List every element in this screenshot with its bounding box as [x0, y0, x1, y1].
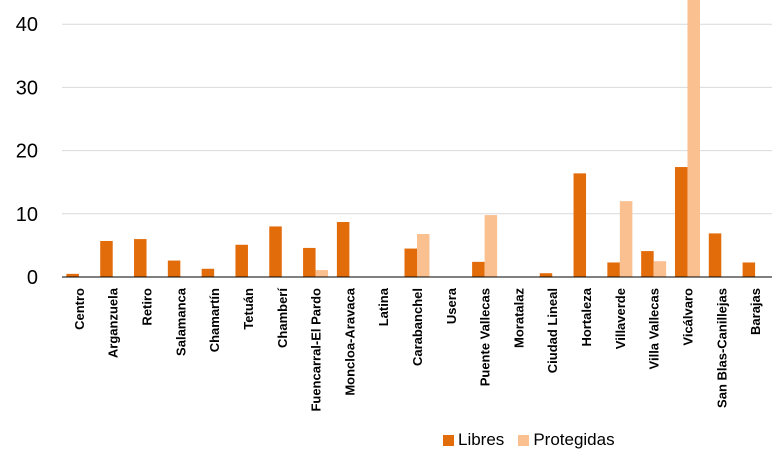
legend-label-protegidas: Protegidas [533, 430, 615, 449]
x-tick-label: Salamanca [173, 287, 188, 356]
bar-libres-15 [573, 173, 587, 277]
x-tick-label: Villa Vallecas [647, 288, 662, 369]
y-tick-label: 30 [16, 77, 38, 99]
x-tick-label: Retiro [140, 288, 155, 326]
legend: Libres Protegidas [443, 430, 629, 450]
bar-libres-2 [134, 239, 147, 277]
bar-libres-14 [539, 273, 553, 277]
x-tick-label: Tetuán [241, 288, 256, 330]
y-tick-label: 0 [27, 267, 38, 289]
bar-libres-12 [472, 261, 485, 277]
x-tick-label: Latina [376, 287, 391, 326]
legend-item-protegidas: Protegidas [518, 430, 615, 450]
x-tick-label: Arganzuela [106, 287, 121, 358]
y-tick-label: 20 [16, 141, 38, 163]
x-tick-label: Hortaleza [579, 287, 594, 346]
y-axis-tick-labels: 0 10 20 30 40 [16, 14, 38, 289]
bar-libres-18 [674, 167, 688, 277]
x-tick-label: San Blas-Canillejas [714, 288, 729, 408]
bar-protegidas-12 [484, 215, 498, 277]
bar-libres-3 [167, 260, 181, 277]
bars [66, 0, 756, 277]
bar-libres-7 [303, 247, 316, 277]
bar-libres-5 [235, 244, 248, 277]
legend-label-libres: Libres [458, 430, 505, 449]
bar-protegidas-10 [417, 234, 430, 277]
legend-swatch-protegidas [518, 434, 530, 446]
bar-libres-1 [100, 240, 113, 277]
legend-item-libres: Libres [443, 430, 504, 450]
x-tick-label: Villaverde [613, 288, 628, 349]
y-tick-label: 40 [16, 14, 38, 36]
bar-protegidas-17 [653, 261, 667, 277]
x-tick-label: Carabanchel [410, 288, 425, 366]
x-tick-label: Moratalaz [511, 288, 526, 348]
bar-libres-8 [336, 222, 350, 277]
bar-libres-4 [201, 268, 215, 277]
x-tick-label: Centro [72, 288, 87, 330]
bar-protegidas-18 [687, 0, 700, 277]
bar-protegidas-7 [315, 270, 329, 277]
x-tick-label: Ciudad Lineal [545, 288, 560, 373]
bar-libres-6 [269, 226, 282, 277]
bar-libres-17 [641, 251, 654, 277]
bar-libres-10 [404, 248, 417, 277]
x-axis-tick-labels: Centro Arganzuela Retiro Salamanca Chamartín… [72, 287, 763, 411]
x-tick-label: Vicálvaro [680, 288, 695, 346]
y-tick-label: 10 [16, 204, 38, 226]
bar-libres-0 [66, 273, 79, 277]
x-tick-label: Moncloa-Aravaca [342, 287, 357, 395]
x-tick-label: Chamartín [207, 288, 222, 352]
bar-libres-19 [708, 233, 722, 277]
x-tick-label: Chamberí [275, 288, 290, 348]
x-tick-label: Usera [444, 287, 459, 324]
bar-protegidas-16 [619, 201, 633, 277]
bar-libres-20 [742, 262, 756, 277]
x-tick-label: Fuencarral-El Pardo [309, 288, 324, 412]
x-tick-label: Puente Vallecas [478, 288, 493, 386]
legend-swatch-libres [443, 434, 454, 446]
bar-libres-16 [607, 262, 620, 277]
gridlines [62, 23, 772, 215]
x-tick-label: Barajas [748, 288, 763, 335]
